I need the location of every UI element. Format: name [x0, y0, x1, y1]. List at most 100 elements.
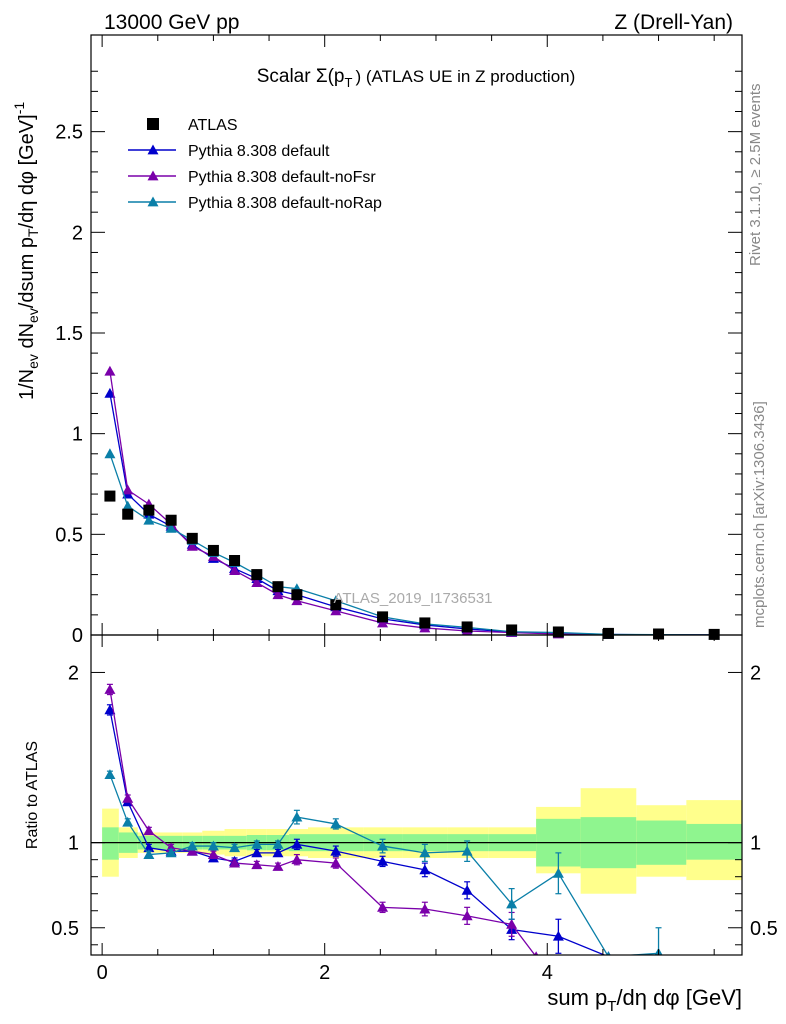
ratio-noFsr-point [229, 857, 241, 868]
ratio-noFsr-point [186, 845, 198, 856]
main-panel: 0 0.5 1 1.5 2 2.5 Scalar Σ(pT) (ATLAS UE in Z… [11, 34, 743, 647]
ratio-noRap-point [207, 840, 219, 851]
legend-atlas-marker [147, 118, 159, 130]
ratio-default-point [461, 884, 473, 895]
ratio-noFsr-point [291, 854, 303, 865]
rivet-label: Rivet 3.1.10, ≥ 2.5M events [747, 84, 764, 267]
ratio-noRap-point [122, 816, 134, 827]
main-ytick-label: 1 [72, 424, 83, 446]
main-ytick-label: 2 [72, 222, 83, 244]
ratio-noRap-point [251, 838, 263, 849]
ratio-default-point [272, 847, 284, 858]
atlas-point [186, 532, 198, 544]
ratio-default-point [291, 838, 303, 849]
noFsr-point [229, 565, 241, 575]
ratio-noRap-point [377, 840, 389, 851]
ratio-noFsr-point [377, 901, 389, 912]
ratio-noFsr-point [272, 860, 284, 871]
xaxis-label: sum pT/dη dφ [GeV] [547, 985, 742, 1015]
ratio-noFsr-point [207, 849, 219, 859]
main-axes: 0 0.5 1 1.5 2 2.5 [55, 35, 742, 647]
ratio-noFsr-point [534, 951, 539, 955]
noFsr-point [186, 540, 198, 551]
ratio-noFsr-line [109, 689, 536, 955]
ratio-ytick-label-right: 2 [750, 662, 761, 684]
ratio-noFsr-point [122, 792, 134, 803]
noFsr-point [251, 577, 263, 588]
xtick-label: 0 [97, 962, 108, 984]
ratio-noFsr-point [104, 683, 116, 694]
ratio-noRap-point [461, 845, 473, 856]
ratio-noRap-point [229, 842, 241, 853]
legend-atlas-label: ATLAS [188, 117, 238, 134]
noFsr-point [122, 484, 134, 495]
atlas-point [506, 624, 518, 636]
noRap-point [104, 448, 116, 459]
legend-noRap-marker [147, 196, 159, 207]
ratio-ytick-label: 2 [68, 662, 79, 684]
noRap-point [165, 522, 177, 533]
ratio-default-point [251, 847, 263, 858]
ratio-default-point [552, 930, 564, 941]
atlas-point [419, 617, 431, 629]
ratio-axes: 0 2 4 0.5 0.5 1 1 2 2 [51, 635, 778, 984]
header-energy: 13000 GeV pp [104, 11, 239, 34]
ratio-noRap-line [109, 774, 659, 955]
ratio-noFsr-point [251, 859, 263, 870]
title-prefix: Scalar Σ(p [257, 66, 345, 87]
legend-default-marker [147, 144, 159, 155]
ratio-noRap-point [506, 898, 518, 909]
ratio-noRap-point [186, 840, 198, 851]
atlas-point [229, 555, 241, 567]
ratio-noRap-point [419, 847, 431, 858]
atlas-point [330, 599, 342, 611]
band-inner [102, 827, 119, 860]
band-inner [686, 823, 742, 860]
atlas-point [272, 581, 284, 593]
atlas-point [122, 508, 134, 520]
atlas-point [377, 611, 389, 623]
atlas-point [461, 621, 473, 633]
noFsr-point [104, 365, 116, 376]
atlas-point [291, 589, 303, 601]
main-ytick-label: 1.5 [55, 323, 83, 345]
atlas-point [602, 627, 614, 639]
ratio-noFsr-point [143, 825, 155, 836]
title-sub: T [345, 75, 353, 90]
legend: ATLAS Pythia 8.308 default Pythia 8.308 de… [128, 117, 382, 212]
main-ylabel: 1/Nev dNev/dsum pT/dη dφ [GeV]-1 [11, 102, 41, 400]
ratio-default-point [419, 864, 431, 875]
atlas-point [552, 626, 564, 638]
ratio-ylabel: Ratio to ATLAS [24, 741, 41, 849]
ratio-ytick-label: 1 [68, 833, 79, 855]
main-marks [104, 365, 720, 640]
noRap-line [109, 453, 715, 636]
ratio-ytick-label-right: 1 [750, 833, 761, 855]
xtick-label: 4 [542, 962, 553, 984]
legend-noRap-label: Pythia 8.308 default-noRap [188, 195, 382, 212]
ratio-noRap-point [165, 847, 177, 858]
main-ytick-label: 0 [72, 625, 83, 647]
ratio-default-point [330, 845, 342, 856]
ratio-noFsr-point [506, 918, 518, 929]
ratio-noRap-point [606, 951, 611, 955]
header-process: Z (Drell-Yan) [614, 11, 733, 34]
ratio-noRap-point [143, 849, 155, 859]
legend-noFsr-marker [147, 170, 159, 181]
main-ytick-label: 2.5 [55, 122, 83, 144]
mcplots-label: mcplots.cern.ch [arXiv:1306.3436] [751, 401, 768, 628]
ratio-noFsr-point [419, 903, 431, 914]
atlas-point [207, 544, 219, 556]
ratio-ytick-label: 0.5 [51, 918, 79, 940]
noFsr-point [272, 589, 284, 600]
atlas-point [251, 569, 263, 581]
ratio-noRap-point [104, 769, 116, 779]
xtick-label: 2 [319, 962, 330, 984]
ratio-noRap-point [272, 838, 284, 849]
main-ytick-label: 0.5 [55, 524, 83, 546]
ratio-frame [90, 634, 743, 956]
atlas-point [104, 490, 116, 502]
ratio-noRap-point [330, 818, 342, 829]
ratio-panel: 0 2 4 0.5 0.5 1 1 2 2 Ratio to ATLAS sum pT/dη d… [24, 634, 778, 1015]
